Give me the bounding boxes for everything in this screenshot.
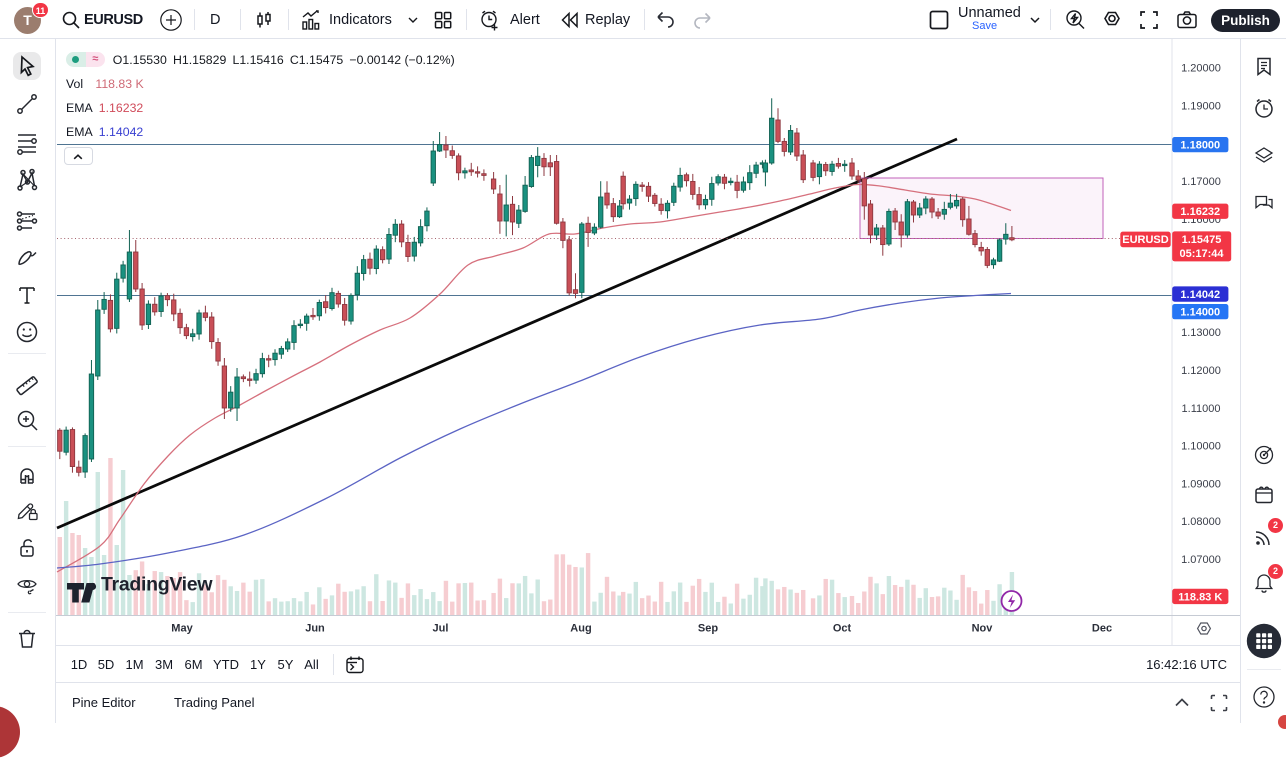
svg-text:1.09000: 1.09000 (1181, 478, 1221, 490)
svg-text:Sep: Sep (698, 623, 718, 635)
svg-text:1.12000: 1.12000 (1181, 365, 1221, 377)
svg-text:1.17000: 1.17000 (1181, 176, 1221, 188)
svg-text:1.14000: 1.14000 (1180, 306, 1220, 318)
svg-text:1.20000: 1.20000 (1181, 63, 1221, 75)
svg-text:1.16232: 1.16232 (1180, 206, 1220, 218)
svg-text:May: May (171, 623, 193, 635)
svg-text:1.11000: 1.11000 (1182, 403, 1221, 415)
svg-text:TradingView: TradingView (101, 574, 213, 596)
svg-text:Dec: Dec (1092, 623, 1112, 635)
svg-text:Oct: Oct (833, 623, 852, 635)
svg-text:1.14042: 1.14042 (1180, 289, 1220, 301)
svg-text:1.07000: 1.07000 (1181, 554, 1221, 566)
svg-text:EURUSD: EURUSD (1122, 234, 1169, 246)
svg-text:1.08000: 1.08000 (1181, 516, 1221, 528)
svg-text:1.18000: 1.18000 (1180, 139, 1220, 151)
svg-text:1.10000: 1.10000 (1181, 441, 1221, 453)
svg-text:118.83 K: 118.83 K (1178, 591, 1222, 603)
svg-text:05:17:44: 05:17:44 (1179, 248, 1224, 260)
svg-text:1.13000: 1.13000 (1181, 327, 1221, 339)
svg-text:Jun: Jun (305, 623, 325, 635)
svg-text:Nov: Nov (972, 623, 994, 635)
svg-text:1.19000: 1.19000 (1181, 100, 1221, 112)
svg-text:1.15475: 1.15475 (1182, 234, 1222, 246)
svg-text:Aug: Aug (570, 623, 591, 635)
svg-text:Jul: Jul (433, 623, 449, 635)
